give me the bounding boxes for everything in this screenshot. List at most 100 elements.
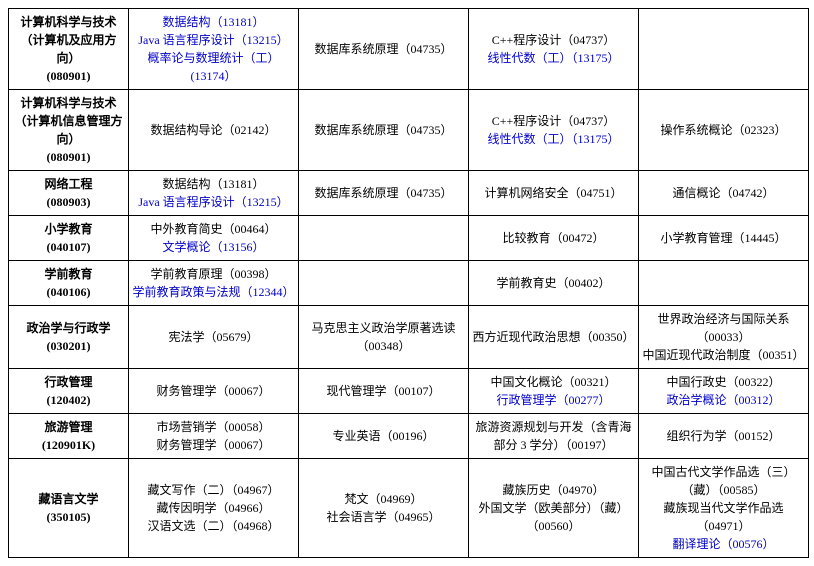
major-code: (030201) xyxy=(47,339,91,353)
course-cell-5: 中国行政史（00322）政治学概论（00312） xyxy=(639,369,809,414)
table-row: 计算机科学与技术（计算机及应用方向） (080901) 数据结构（13181） Jav… xyxy=(9,9,809,90)
course-entry: 藏文写作（二）（04967） xyxy=(147,483,279,497)
course-cell-3: 数据库系统原理（04735） xyxy=(299,90,469,171)
course-entry: 中国文化概论（00321） xyxy=(490,375,616,389)
course-cell-5 xyxy=(639,261,809,306)
major-code: (120402) xyxy=(47,393,91,407)
course-entry: 计算机网络安全（04751） xyxy=(484,186,622,200)
course-entry: 小学教育管理（14445） xyxy=(660,231,786,245)
course-cell-5: 世界政治经济与国际关系（00033） 中国近现代政治制度（00351） xyxy=(639,306,809,369)
course-cell-5: 组织行为学（00152） xyxy=(639,414,809,459)
major-name: 计算机科学与技术（计算机信息管理方向） xyxy=(14,96,122,146)
course-entry: 中外教育简史（00464） xyxy=(150,222,276,236)
course-entry: C++程序设计（04737） xyxy=(492,114,616,128)
course-entry: 财务管理学（00067） xyxy=(156,438,270,452)
table-row: 计算机科学与技术（计算机信息管理方向） (080901) 数据结构导论（02142）… xyxy=(9,90,809,171)
course-entry: 梵文（04969） xyxy=(344,492,422,506)
course-entry: 藏族历史（04970） xyxy=(502,483,604,497)
course-entry: 政治学概论（00312） xyxy=(666,393,780,407)
course-entry: 翻译理论（00576） xyxy=(672,537,774,551)
course-cell-2: 数据结构（13181） Java 语言程序设计（13215） 概率论与数理统计（工）… xyxy=(129,9,299,90)
course-cell-2: 财务管理学（00067） xyxy=(129,369,299,414)
major-name: 小学教育 xyxy=(44,222,92,236)
course-entry: C++程序设计（04737） xyxy=(492,33,616,47)
course-entry: 藏传因明学（04966） xyxy=(156,501,270,515)
table-row: 学前教育 (040106) 学前教育原理（00398）学前教育政策与法规（12344… xyxy=(9,261,809,306)
course-entry: 马克思主义政治学原著选读（00348） xyxy=(311,321,455,353)
course-entry: 数据库系统原理（04735） xyxy=(314,186,452,200)
major-name: 行政管理 xyxy=(44,375,92,389)
course-cell-4: C++程序设计（04737）线性代数（工）（13175） xyxy=(469,9,639,90)
course-entry: 中国近现代政治制度（00351） xyxy=(642,348,804,362)
major-code: (040106) xyxy=(47,285,91,299)
table-row: 小学教育 (040107) 中外教育简史（00464）文学概论（13156） 比较教育… xyxy=(9,216,809,261)
course-table: 计算机科学与技术（计算机及应用方向）(080901)数据结构（13181）Jav… xyxy=(8,8,809,558)
course-cell-4: 旅游资源规划与开发（含青海部分 3 学分）（00197） xyxy=(469,414,639,459)
course-entry: 汉语文选（二）（04968） xyxy=(147,519,279,533)
course-cell-3: 现代管理学（00107） xyxy=(299,369,469,414)
course-cell-2: 数据结构（13181）Java 语言程序设计（13215） xyxy=(129,171,299,216)
course-entry: 组织行为学（00152） xyxy=(666,429,780,443)
course-cell-5: 中国古代文学作品选（三）（藏）（00585） 藏族现当代文学作品选（04971） 翻… xyxy=(639,459,809,558)
course-cell-2: 藏文写作（二）（04967） 藏传因明学（04966） 汉语文选（二）（04968） xyxy=(129,459,299,558)
major-code: (080901) xyxy=(47,69,91,83)
course-cell-3: 数据库系统原理（04735） xyxy=(299,9,469,90)
course-entry: 线性代数（工）（13175） xyxy=(487,132,619,146)
course-entry: 通信概论（04742） xyxy=(672,186,774,200)
major-name: 网络工程 xyxy=(44,177,92,191)
course-entry: 世界政治经济与国际关系（00033） xyxy=(657,312,789,344)
course-cell-5 xyxy=(639,9,809,90)
course-entry: 市场营销学（00058） xyxy=(156,420,270,434)
course-entry: 藏族现当代文学作品选（04971） xyxy=(663,501,783,533)
course-cell-3: 数据库系统原理（04735） xyxy=(299,171,469,216)
course-entry: 概率论与数理统计（工）(13174） xyxy=(147,51,279,83)
course-entry: 数据结构导论（02142） xyxy=(150,123,276,137)
course-cell-3 xyxy=(299,261,469,306)
major-cell: 旅游管理 (120901K) xyxy=(9,414,129,459)
course-entry: 数据结构（13181） xyxy=(162,15,264,29)
course-entry: 财务管理学（00067） xyxy=(156,384,270,398)
course-entry: 学前教育史（00402） xyxy=(496,276,610,290)
course-entry: 西方近现代政治思想（00350） xyxy=(472,330,634,344)
course-cell-5: 通信概论（04742） xyxy=(639,171,809,216)
table-row: 藏语言文学(350105) 藏文写作（二）（04967） 藏传因明学（04966） 汉… xyxy=(9,459,809,558)
course-entry: 数据库系统原理（04735） xyxy=(314,42,452,56)
course-cell-4: 计算机网络安全（04751） xyxy=(469,171,639,216)
course-cell-3 xyxy=(299,216,469,261)
major-code: (040107) xyxy=(47,240,91,254)
major-name: 藏语言文学 xyxy=(38,492,98,506)
table-row: 旅游管理 (120901K) 市场营销学（00058） 财务管理学（00067） 专业英… xyxy=(9,414,809,459)
major-code: (080901) xyxy=(47,150,91,164)
major-code: (080903) xyxy=(47,195,91,209)
course-cell-3: 马克思主义政治学原著选读（00348） xyxy=(299,306,469,369)
major-cell: 行政管理 (120402) xyxy=(9,369,129,414)
course-cell-2: 宪法学（05679） xyxy=(129,306,299,369)
course-entry: 操作系统概论（02323） xyxy=(660,123,786,137)
course-entry: Java 语言程序设计（13215） xyxy=(138,33,288,47)
course-cell-2: 数据结构导论（02142） xyxy=(129,90,299,171)
major-cell: 藏语言文学(350105) xyxy=(9,459,129,558)
course-cell-4: 比较教育（00472） xyxy=(469,216,639,261)
major-name: 学前教育 xyxy=(44,267,92,281)
major-code: (120901K) xyxy=(42,438,95,452)
major-name: 计算机科学与技术（计算机及应用方向） xyxy=(20,15,116,65)
course-cell-2: 市场营销学（00058） 财务管理学（00067） xyxy=(129,414,299,459)
course-entry: 中国古代文学作品选（三）（藏）（00585） xyxy=(651,465,795,497)
course-entry: 专业英语（00196） xyxy=(332,429,434,443)
course-entry: 数据结构（13181） xyxy=(162,177,264,191)
course-entry: 行政管理学（00277） xyxy=(496,393,610,407)
course-cell-2: 中外教育简史（00464）文学概论（13156） xyxy=(129,216,299,261)
course-entry: 宪法学（05679） xyxy=(168,330,258,344)
course-entry: 数据库系统原理（04735） xyxy=(314,123,452,137)
major-cell: 政治学与行政学 (030201) xyxy=(9,306,129,369)
major-cell: 计算机科学与技术（计算机信息管理方向） (080901) xyxy=(9,90,129,171)
course-cell-2: 学前教育原理（00398）学前教育政策与法规（12344） xyxy=(129,261,299,306)
course-entry: 比较教育（00472） xyxy=(502,231,604,245)
major-name: 政治学与行政学 xyxy=(26,321,110,335)
major-name: 旅游管理 xyxy=(44,420,92,434)
course-entry: 旅游资源规划与开发（含青海部分 3 学分）（00197） xyxy=(475,420,631,452)
course-cell-3: 专业英语（00196） xyxy=(299,414,469,459)
major-cell: 网络工程 (080903) xyxy=(9,171,129,216)
course-cell-3: 梵文（04969）社会语言学（04965） xyxy=(299,459,469,558)
table-row: 行政管理 (120402) 财务管理学（00067） 现代管理学（00107） 中国文化… xyxy=(9,369,809,414)
